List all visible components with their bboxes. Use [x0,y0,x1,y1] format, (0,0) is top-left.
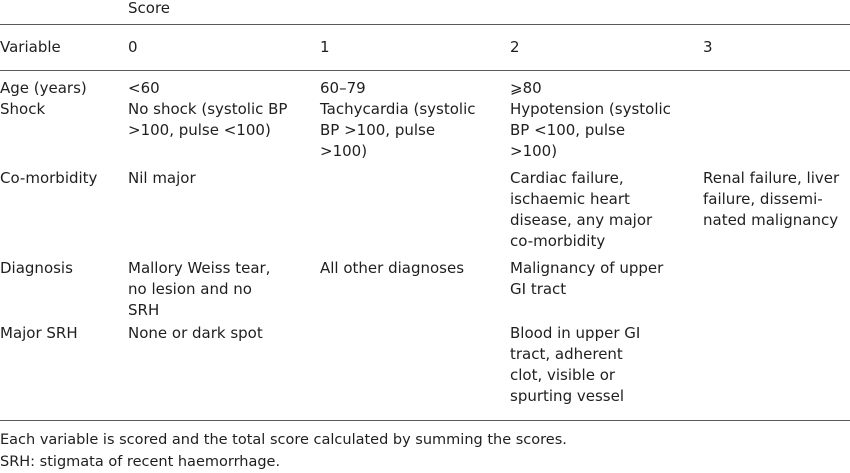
row-variable-label: Age (years) [0,79,87,97]
cell-text-line: Tachycardia (systolic [320,100,476,118]
cell-text-line: tract, adherent [510,345,623,363]
score-0-cell: Nil major [128,168,330,189]
cell-text-line: nated malignancy [703,211,839,229]
column-header-variable: Variable [0,38,61,56]
cell-text-line: GI tract [510,280,567,298]
cell-text-line: <60 [128,79,160,97]
cell-text-line: disease, any major [510,211,653,229]
score-0-cell: None or dark spot [128,323,330,344]
score-3-cell: Renal failure, liver failure, dissemi-nat… [703,168,850,231]
score-0-cell: <60 [128,78,330,99]
score-2-cell: Blood in upper GI tract, adherent clot, vi… [510,323,712,407]
cell-text-line: BP >100, pulse [320,121,436,139]
cell-text-line: Renal failure, liver [703,169,840,187]
cell-text-line: Cardiac failure, [510,169,624,187]
row-variable-label: Major SRH [0,324,78,342]
footnote-srh: SRH: stigmata of recent haemorrhage. [0,454,281,470]
score-2-cell: ⩾80 [510,78,712,99]
cell-text-line: Blood in upper GI [510,324,641,342]
cell-text-line: SRH [128,301,160,319]
row-variable-label: Diagnosis [0,259,73,277]
cell-text-line: >100) [510,142,558,160]
cell-text-line: None or dark spot [128,324,263,342]
column-header-score-1: 1 [320,38,330,56]
cell-text-line: 60–79 [320,79,366,97]
cell-text-line: Nil major [128,169,196,187]
cell-text-line: >100, pulse <100) [128,121,271,139]
cell-text-line: Mallory Weiss tear, [128,259,271,277]
rule-table-bottom [0,420,850,421]
score-2-cell: Hypotension (systolic BP <100, pulse >100) [510,99,712,162]
cell-text-line: clot, visible or [510,366,616,384]
cell-text-line: no lesion and no [128,280,252,298]
score-0-cell: No shock (systolic BP >100, pulse <100) [128,99,330,141]
score-header: Score [128,0,171,17]
cell-text-line: Hypotension (systolic [510,100,671,118]
cell-text-line: co-morbidity [510,232,606,250]
cell-text-line: ischaemic heart [510,190,630,208]
cell-text-line: ⩾80 [510,79,542,97]
score-1-cell: 60–79 [320,78,520,99]
column-header-score-0: 0 [128,38,138,56]
column-header-score-3: 3 [703,38,713,56]
cell-text-line: Malignancy of upper [510,259,664,277]
cell-text-line: failure, dissemi- [703,190,823,208]
cell-text-line: >100) [320,142,368,160]
row-variable-label: Shock [0,100,46,118]
score-1-cell: All other diagnoses [320,258,520,279]
score-2-cell: Malignancy of upper GI tract [510,258,712,300]
rule-under-header [0,70,850,71]
column-header-score-2: 2 [510,38,520,56]
score-1-cell: Tachycardia (systolic BP >100, pulse >100) [320,99,520,162]
cell-text-line: spurting vessel [510,387,624,405]
score-2-cell: Cardiac failure, ischaemic heart disease, … [510,168,712,252]
footnote-scoring: Each variable is scored and the total sc… [0,432,567,448]
cell-text-line: All other diagnoses [320,259,465,277]
cell-text-line: BP <100, pulse [510,121,626,139]
row-variable-label: Co-morbidity [0,169,98,187]
cell-text-line: No shock (systolic BP [128,100,288,118]
rule-under-score [0,24,850,25]
score-0-cell: Mallory Weiss tear, no lesion and no SRH [128,258,330,321]
